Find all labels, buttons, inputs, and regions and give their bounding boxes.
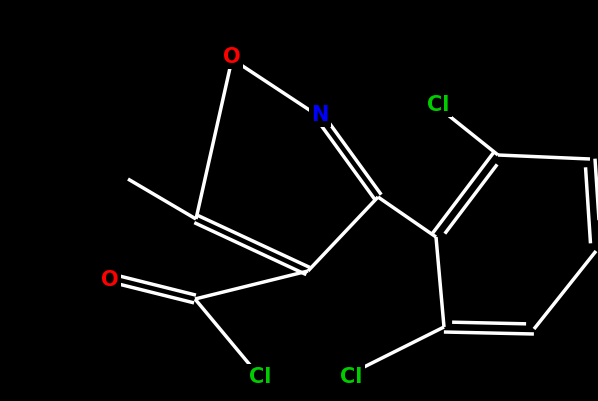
Text: Cl: Cl: [340, 366, 362, 386]
Text: Cl: Cl: [427, 95, 449, 115]
Text: N: N: [312, 105, 329, 125]
Text: O: O: [101, 269, 119, 289]
Text: Cl: Cl: [249, 366, 271, 386]
Text: O: O: [223, 47, 241, 67]
